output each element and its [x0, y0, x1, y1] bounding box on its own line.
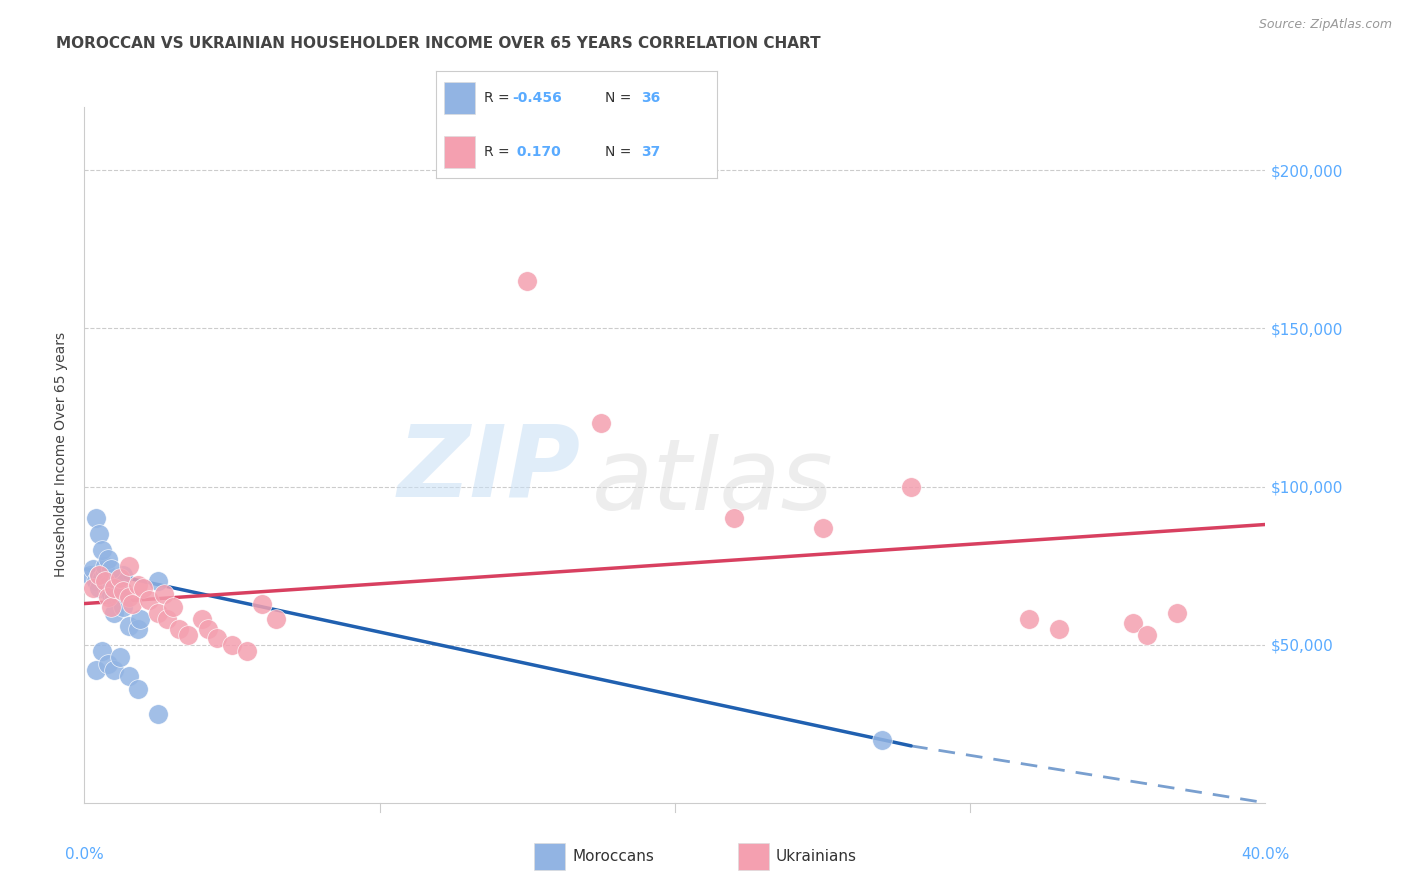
Point	[121, 597, 143, 611]
Point	[250, 597, 273, 611]
Point	[153, 587, 176, 601]
Point	[1018, 612, 1040, 626]
Point	[103, 581, 125, 595]
Point	[108, 571, 131, 585]
Point	[111, 599, 134, 614]
Text: N =: N =	[605, 145, 636, 159]
Point	[118, 591, 141, 605]
Point	[89, 568, 111, 582]
Point	[148, 606, 170, 620]
Point	[108, 650, 131, 665]
Point	[118, 669, 141, 683]
Text: MOROCCAN VS UKRAINIAN HOUSEHOLDER INCOME OVER 65 YEARS CORRELATION CHART: MOROCCAN VS UKRAINIAN HOUSEHOLDER INCOME…	[56, 36, 821, 51]
FancyBboxPatch shape	[444, 136, 475, 168]
Point	[197, 622, 219, 636]
Point	[118, 618, 141, 632]
Text: N =: N =	[605, 91, 636, 105]
Point	[84, 663, 107, 677]
Point	[100, 587, 122, 601]
Point	[82, 581, 104, 595]
Point	[111, 583, 134, 598]
Point	[89, 568, 111, 582]
Point	[148, 574, 170, 589]
Point	[221, 638, 243, 652]
Point	[94, 558, 117, 573]
Point	[167, 622, 190, 636]
Point	[108, 591, 131, 605]
Point	[900, 479, 922, 493]
Point	[100, 599, 122, 614]
Point	[105, 581, 128, 595]
Text: 36: 36	[641, 91, 661, 105]
Point	[811, 521, 834, 535]
Point	[103, 663, 125, 677]
Point	[723, 511, 745, 525]
Point	[1122, 615, 1144, 630]
Point	[91, 644, 114, 658]
Text: 37: 37	[641, 145, 661, 159]
Text: 0.170: 0.170	[512, 145, 561, 159]
Point	[97, 577, 120, 591]
Text: R =: R =	[484, 145, 513, 159]
Point	[127, 681, 149, 696]
Point	[84, 511, 107, 525]
Text: Source: ZipAtlas.com: Source: ZipAtlas.com	[1258, 18, 1392, 31]
Point	[132, 581, 155, 595]
Point	[94, 565, 117, 579]
FancyBboxPatch shape	[444, 82, 475, 114]
Point	[516, 274, 538, 288]
Point	[103, 591, 125, 605]
Point	[97, 583, 120, 598]
Point	[82, 562, 104, 576]
Point	[89, 527, 111, 541]
Point	[97, 591, 120, 605]
Point	[591, 417, 613, 431]
Point	[84, 574, 107, 589]
Point	[162, 599, 184, 614]
Point	[91, 542, 114, 557]
Text: Ukrainians: Ukrainians	[776, 849, 858, 863]
Point	[103, 574, 125, 589]
Point	[103, 606, 125, 620]
Point	[236, 644, 259, 658]
Point	[79, 568, 101, 582]
Point	[870, 732, 893, 747]
Point	[97, 657, 120, 671]
Y-axis label: Householder Income Over 65 years: Householder Income Over 65 years	[55, 333, 69, 577]
Text: R =: R =	[484, 91, 513, 105]
Point	[156, 612, 179, 626]
Point	[177, 628, 200, 642]
Text: ZIP: ZIP	[398, 420, 581, 517]
Point	[127, 622, 149, 636]
Point	[100, 562, 122, 576]
Point	[138, 593, 160, 607]
Point	[111, 568, 134, 582]
Point	[97, 552, 120, 566]
Point	[129, 612, 152, 626]
Point	[89, 581, 111, 595]
Point	[94, 574, 117, 589]
Point	[264, 612, 288, 626]
Point	[205, 632, 228, 646]
Point	[127, 577, 149, 591]
Point	[191, 612, 214, 626]
Text: 0.0%: 0.0%	[65, 847, 104, 862]
Text: atlas: atlas	[592, 434, 834, 532]
Point	[148, 707, 170, 722]
Point	[1047, 622, 1070, 636]
Text: Moroccans: Moroccans	[572, 849, 654, 863]
Point	[1166, 606, 1188, 620]
Point	[118, 558, 141, 573]
Text: -0.456: -0.456	[512, 91, 561, 105]
Text: 40.0%: 40.0%	[1241, 847, 1289, 862]
Point	[91, 571, 114, 585]
Point	[1136, 628, 1159, 642]
